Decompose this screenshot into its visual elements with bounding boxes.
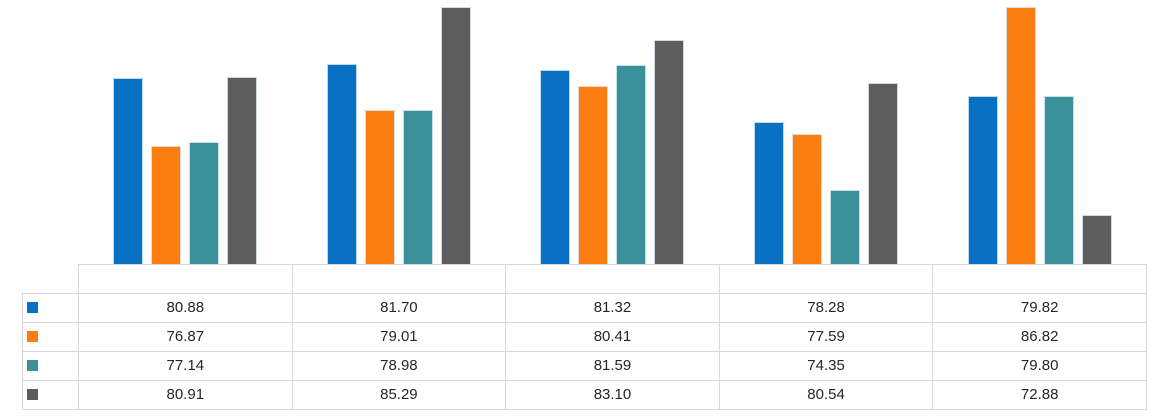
series-label-s3 (22, 350, 79, 381)
plot-area (78, 0, 1147, 264)
bar-s2-c2 (364, 109, 395, 264)
series-label-s4 (22, 379, 79, 410)
bar-group-c1 (78, 0, 292, 264)
value-cell-s2-c5: 86.82 (932, 321, 1147, 352)
value-cell-s3-c5: 79.80 (932, 350, 1147, 381)
bar-s1-c1 (112, 77, 143, 264)
table-row-s4: 80.91 85.29 83.10 80.54 72.88 (22, 379, 1147, 410)
column-header-c1 (78, 264, 293, 294)
bar-s3-c3 (616, 65, 647, 264)
bar-s4-c2 (440, 7, 471, 264)
value-cell-s3-c3: 81.59 (505, 350, 720, 381)
legend-swatch-s4 (27, 389, 38, 400)
bar-s2-c1 (150, 146, 181, 264)
value-cell-s2-c4: 77.59 (718, 321, 934, 352)
bar-s2-c4 (792, 134, 823, 264)
value-cell-s4-c3: 83.10 (505, 379, 720, 410)
legend-swatch-s3 (27, 360, 38, 371)
bar-group-c2 (292, 0, 506, 264)
bar-s3-c5 (1044, 96, 1075, 264)
chart-data-table: 80.88 81.70 81.32 78.28 79.82 76.87 79.01 80.41… (22, 264, 1147, 410)
bar-group-c5 (933, 0, 1147, 264)
series-label-s1 (22, 292, 79, 323)
value-cell-s1-c4: 78.28 (718, 292, 934, 323)
bar-s4-c5 (1082, 214, 1113, 264)
bar-s3-c2 (402, 110, 433, 264)
table-row-s1: 80.88 81.70 81.32 78.28 79.82 (22, 292, 1147, 323)
value-cell-s1-c2: 81.70 (291, 292, 507, 323)
value-cell-s3-c4: 74.35 (718, 350, 934, 381)
value-cell-s1-c5: 79.82 (932, 292, 1147, 323)
table-row-s2: 76.87 79.01 80.41 77.59 86.82 (22, 321, 1147, 352)
column-header-c2 (291, 264, 507, 294)
column-header-c3 (505, 264, 720, 294)
bar-s4-c3 (654, 39, 685, 264)
value-cell-s4-c2: 85.29 (291, 379, 507, 410)
legend-swatch-s1 (27, 302, 38, 313)
column-header-c4 (718, 264, 934, 294)
bar-s2-c3 (578, 85, 609, 264)
bar-s4-c4 (868, 83, 899, 264)
bar-s2-c5 (1006, 7, 1037, 264)
table-corner-cell (22, 264, 79, 293)
value-cell-s1-c3: 81.32 (505, 292, 720, 323)
value-cell-s2-c2: 79.01 (291, 321, 507, 352)
value-cell-s4-c1: 80.91 (78, 379, 293, 410)
bar-s1-c3 (540, 70, 571, 264)
bar-group-c4 (719, 0, 933, 264)
value-cell-s4-c4: 80.54 (718, 379, 934, 410)
value-cell-s3-c1: 77.14 (78, 350, 293, 381)
table-row-s3: 77.14 78.98 81.59 74.35 79.80 (22, 350, 1147, 381)
value-cell-s3-c2: 78.98 (291, 350, 507, 381)
series-label-s2 (22, 321, 79, 352)
value-cell-s1-c1: 80.88 (78, 292, 293, 323)
column-header-c5 (932, 264, 1147, 294)
bar-s1-c5 (968, 95, 999, 264)
bar-s1-c2 (326, 63, 357, 264)
legend-swatch-s2 (27, 331, 38, 342)
bar-s4-c1 (226, 77, 257, 264)
bar-s3-c4 (830, 189, 861, 264)
value-cell-s2-c1: 76.87 (78, 321, 293, 352)
bar-s3-c1 (188, 141, 219, 264)
bar-s1-c4 (754, 122, 785, 264)
table-header-row (22, 264, 1147, 294)
bar-group-c3 (506, 0, 720, 264)
value-cell-s4-c5: 72.88 (932, 379, 1147, 410)
value-cell-s2-c3: 80.41 (505, 321, 720, 352)
